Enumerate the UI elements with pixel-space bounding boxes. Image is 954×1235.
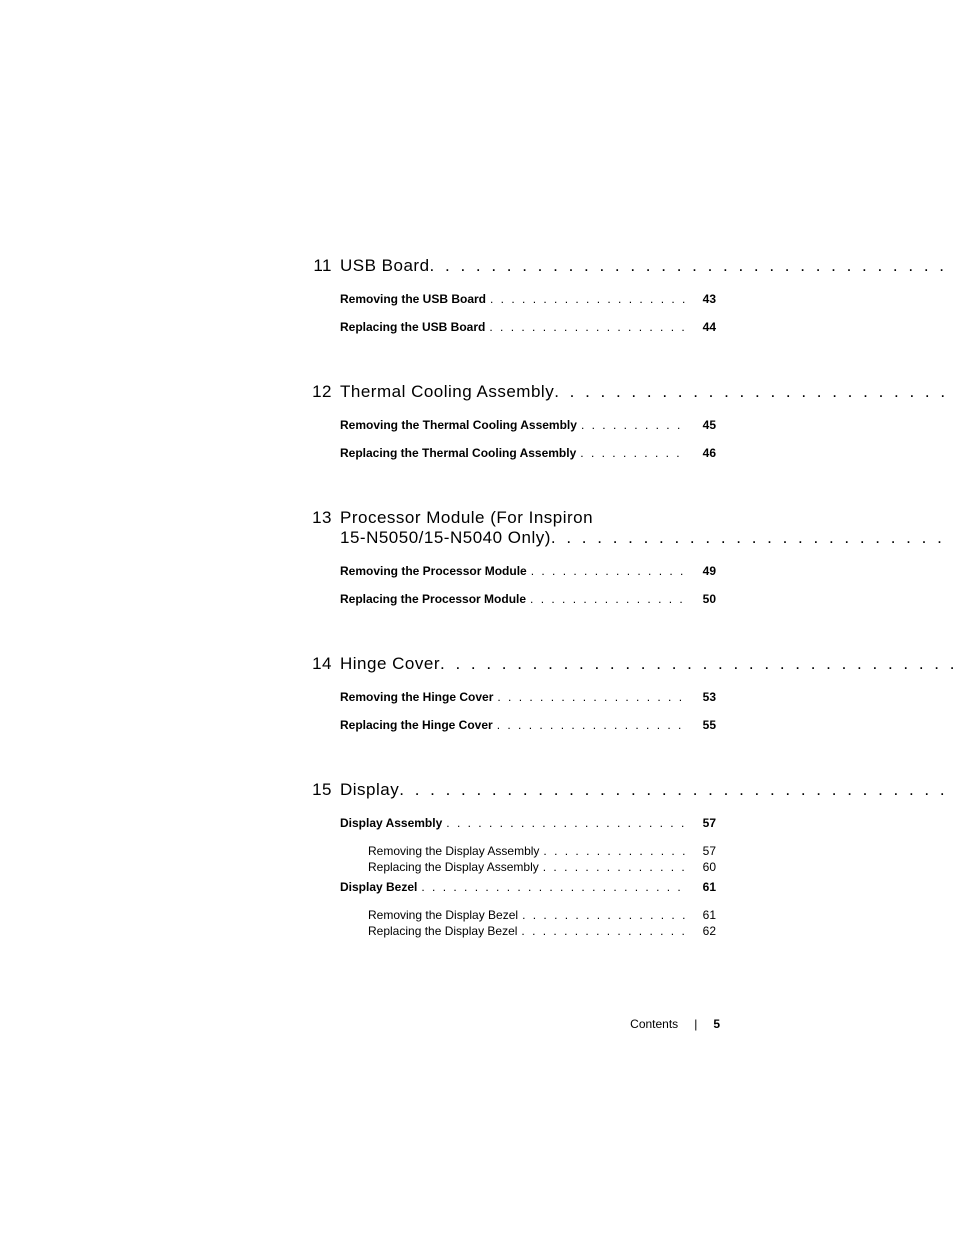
toc-chapter: 14 Hinge Cover 53 Removing the Hinge Cov…: [296, 654, 716, 732]
toc-leaders: [554, 382, 954, 402]
toc-leaders: [486, 292, 686, 306]
toc-section-label: Removing the USB Board: [340, 292, 486, 306]
toc-leaders: [430, 256, 954, 276]
toc-section-page: 45: [686, 418, 716, 432]
toc-chapter-header: 14 Hinge Cover 53: [296, 654, 716, 674]
toc-chapter-title[interactable]: USB Board: [340, 256, 430, 276]
toc-chapter-title[interactable]: Thermal Cooling Assembly: [340, 382, 554, 402]
toc-section-page: 55: [686, 718, 716, 732]
toc-section-label: Removing the Thermal Cooling Assembly: [340, 418, 577, 432]
toc-chapter-title-wrap: Hinge Cover 53: [340, 654, 954, 674]
document-page: 11 USB Board 43 Removing the USB Board 4…: [0, 0, 954, 1235]
toc-leaders: [518, 908, 686, 922]
toc-section-label: Replacing the Thermal Cooling Assembly: [340, 446, 576, 460]
toc-leaders: [493, 690, 686, 704]
toc-subsection-label: Replacing the Display Bezel: [368, 924, 517, 938]
toc-leaders: [551, 528, 954, 548]
toc-section[interactable]: Removing the Processor Module 49: [340, 564, 716, 578]
toc-chapter: 13 Processor Module (For Inspiron 15-N50…: [296, 508, 716, 606]
page-footer: Contents | 5: [630, 1017, 720, 1031]
toc-section-label: Replacing the Processor Module: [340, 592, 526, 606]
toc-subsection-label: Removing the Display Assembly: [368, 844, 539, 858]
toc-leaders: [527, 564, 686, 578]
toc-section-page: 50: [686, 592, 716, 606]
toc-leaders: [485, 320, 686, 334]
toc-subsection[interactable]: Replacing the Display Bezel 62: [368, 924, 716, 938]
toc-subsection-page: 57: [686, 844, 716, 858]
toc-leaders: [417, 880, 686, 894]
toc-section-page: 61: [686, 880, 716, 894]
toc-chapter-number: 13: [296, 508, 340, 528]
toc-chapter-title[interactable]: Processor Module (For Inspiron: [340, 508, 593, 528]
toc-chapter-header: 15 Display 57: [296, 780, 716, 800]
toc-section-label: Replacing the Hinge Cover: [340, 718, 493, 732]
footer-label: Contents: [630, 1017, 678, 1031]
toc-section[interactable]: Removing the USB Board 43: [340, 292, 716, 306]
toc-section-page: 49: [686, 564, 716, 578]
toc-section-page: 46: [686, 446, 716, 460]
toc-subsection-page: 61: [686, 908, 716, 922]
toc-section[interactable]: Display Bezel 61: [340, 880, 716, 894]
footer-separator: |: [694, 1017, 697, 1031]
toc-chapter: 15 Display 57 Display Assembly 57 Removi: [296, 780, 716, 938]
toc-section-label: Removing the Hinge Cover: [340, 690, 493, 704]
toc-chapter-title[interactable]: Hinge Cover: [340, 654, 440, 674]
toc-leaders: [576, 446, 686, 460]
toc-leaders: [539, 860, 686, 874]
footer-page-number: 5: [713, 1017, 720, 1031]
toc-section-page: 53: [686, 690, 716, 704]
toc-section[interactable]: Replacing the USB Board 44: [340, 320, 716, 334]
toc-chapter-number: 11: [296, 256, 340, 276]
toc-section[interactable]: Display Assembly 57: [340, 816, 716, 830]
toc-chapter-title[interactable]: 15-N5050/15-N5040 Only): [340, 528, 551, 548]
toc-section-page: 57: [686, 816, 716, 830]
toc-subsection[interactable]: Replacing the Display Assembly 60: [368, 860, 716, 874]
toc-chapter-title-wrap: Thermal Cooling Assembly 45: [340, 382, 954, 402]
toc-section[interactable]: Replacing the Hinge Cover 55: [340, 718, 716, 732]
toc-leaders: [399, 780, 954, 800]
toc-section-label: Display Assembly: [340, 816, 442, 830]
toc-chapter-title[interactable]: Display: [340, 780, 399, 800]
toc-subsection[interactable]: Removing the Display Bezel 61: [368, 908, 716, 922]
toc-chapter: 11 USB Board 43 Removing the USB Board 4…: [296, 256, 716, 334]
toc-chapter-title-wrap: USB Board 43: [340, 256, 954, 276]
toc-section-page: 44: [686, 320, 716, 334]
toc-subsection-page: 62: [686, 924, 716, 938]
toc-section[interactable]: Replacing the Thermal Cooling Assembly 4…: [340, 446, 716, 460]
toc-chapter-number: 12: [296, 382, 340, 402]
toc-section-page: 43: [686, 292, 716, 306]
toc-chapter-header: 12 Thermal Cooling Assembly 45: [296, 382, 716, 402]
toc-subsection-label: Removing the Display Bezel: [368, 908, 518, 922]
toc-leaders: [442, 816, 686, 830]
toc-leaders: [526, 592, 686, 606]
toc-section-group: Display Bezel 61 Removing the Display Be…: [296, 880, 716, 938]
toc-section-label: Removing the Processor Module: [340, 564, 527, 578]
toc-section-group: Display Assembly 57 Removing the Display…: [296, 816, 716, 874]
toc-leaders: [440, 654, 954, 674]
toc-chapter-title-wrap: Display 57: [340, 780, 954, 800]
toc-chapter-number: 14: [296, 654, 340, 674]
toc-leaders: [493, 718, 686, 732]
toc-chapter-title-wrap: Processor Module (For Inspiron 15-N5050/…: [340, 508, 954, 548]
toc-subsection-page: 60: [686, 860, 716, 874]
toc-chapter-header: 11 USB Board 43: [296, 256, 716, 276]
toc-subsection[interactable]: Removing the Display Assembly 57: [368, 844, 716, 858]
toc-chapter: 12 Thermal Cooling Assembly 45 Removing …: [296, 382, 716, 460]
table-of-contents: 11 USB Board 43 Removing the USB Board 4…: [296, 256, 716, 938]
toc-section[interactable]: Replacing the Processor Module 50: [340, 592, 716, 606]
toc-section-label: Display Bezel: [340, 880, 417, 894]
toc-subsection-label: Replacing the Display Assembly: [368, 860, 539, 874]
toc-leaders: [539, 844, 686, 858]
toc-section[interactable]: Removing the Thermal Cooling Assembly 45: [340, 418, 716, 432]
toc-leaders: [517, 924, 686, 938]
toc-chapter-number: 15: [296, 780, 340, 800]
toc-section[interactable]: Removing the Hinge Cover 53: [340, 690, 716, 704]
toc-leaders: [577, 418, 686, 432]
toc-chapter-header: 13 Processor Module (For Inspiron 15-N50…: [296, 508, 716, 548]
toc-section-label: Replacing the USB Board: [340, 320, 485, 334]
